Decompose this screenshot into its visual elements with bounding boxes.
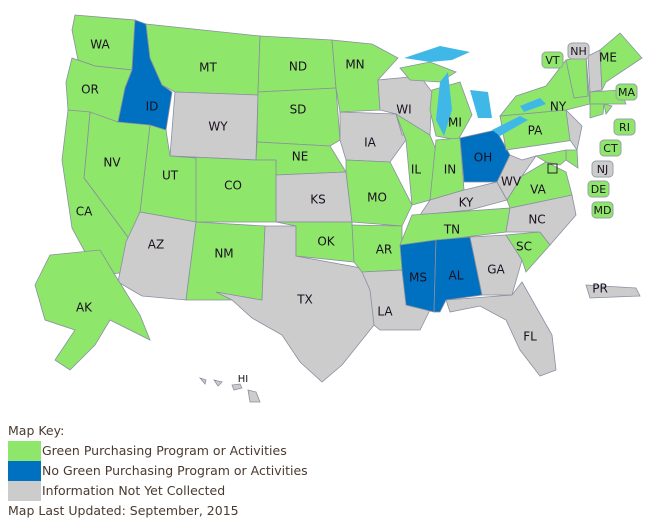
state-label: KY [459, 196, 474, 210]
map-legend: Map Key: Green Purchasing Program or Act… [8, 421, 308, 521]
state-fl[interactable] [445, 281, 557, 377]
state-tx[interactable] [215, 225, 375, 383]
state-box-md[interactable] [591, 201, 614, 219]
state-box-ct[interactable] [599, 139, 622, 157]
state-label: SD [290, 103, 307, 117]
state-ms[interactable] [399, 239, 437, 313]
lake-huron [470, 90, 492, 118]
state-me[interactable] [599, 32, 643, 92]
state-hi[interactable] [198, 377, 261, 403]
state-label: MD [594, 204, 612, 217]
state-label: MT [199, 61, 217, 75]
lake-ontario [520, 98, 546, 112]
state-label: NC [528, 213, 545, 227]
state-label: ND [289, 60, 307, 74]
state-label: MS [409, 271, 427, 285]
state-label: OH [474, 151, 492, 165]
state-ok[interactable] [275, 221, 355, 263]
state-label: KS [310, 193, 326, 207]
state-label: HI [238, 374, 248, 385]
state-sd[interactable] [256, 87, 341, 147]
last-updated: Map Last Updated: September, 2015 [8, 503, 239, 518]
state-ct[interactable] [589, 103, 605, 119]
legend-label: Information Not Yet Collected [42, 483, 226, 498]
state-label: MI [448, 116, 462, 130]
state-label: WV [501, 175, 522, 189]
lake-superior [404, 46, 470, 62]
state-label: OK [317, 235, 335, 249]
state-label: UT [162, 169, 179, 183]
legend-swatch-gray [8, 481, 41, 501]
state-box-ma[interactable] [615, 83, 638, 101]
state-box-nj[interactable] [591, 160, 614, 178]
state-label: PR [592, 282, 608, 296]
state-label: CO [224, 179, 242, 193]
state-label: WY [208, 120, 228, 134]
state-label: RI [619, 121, 630, 134]
legend-title: Map Key: [8, 423, 65, 438]
state-box-vt[interactable] [541, 51, 564, 69]
state-label: OR [81, 83, 99, 97]
state-label: IL [411, 163, 422, 177]
state-label: TX [296, 293, 313, 307]
state-box-ri[interactable] [613, 118, 636, 136]
lake-erie [492, 116, 528, 136]
state-label: NJ [597, 163, 608, 176]
state-label: DE [591, 183, 606, 196]
legend-item-green: Green Purchasing Program or Activities [8, 441, 308, 461]
state-label: SC [516, 240, 532, 254]
state-label: CT [603, 142, 618, 155]
state-label: WI [396, 103, 411, 117]
state-label: AR [376, 243, 393, 257]
state-label: NM [214, 247, 233, 261]
legend-item-gray: Information Not Yet Collected [8, 481, 308, 501]
state-label: AL [449, 269, 464, 283]
state-label: GA [487, 263, 505, 277]
state-label: ME [599, 51, 617, 65]
state-label: CA [76, 205, 93, 219]
state-label: WA [90, 38, 110, 52]
legend-swatch-blue [8, 461, 41, 481]
state-label: NH [570, 45, 587, 58]
state-label: IA [364, 136, 377, 150]
legend-item-blue: No Green Purchasing Program or Activitie… [8, 461, 308, 481]
state-label: MA [618, 86, 635, 99]
state-nm[interactable] [185, 221, 266, 301]
state-nj[interactable] [565, 108, 583, 151]
state-label: NV [103, 156, 121, 170]
dc-marker[interactable] [547, 163, 558, 174]
state-label: LA [377, 305, 393, 319]
us-state-map: WA OR ID MT WY ND SD NE KS CO UT NV CA AZ NM TX OK MN IA MO… [34, 14, 643, 403]
state-pr[interactable] [585, 284, 641, 299]
state-md[interactable] [534, 149, 567, 166]
legend-label: Green Purchasing Program or Activities [42, 443, 287, 458]
state-label: IN [444, 163, 457, 177]
legend-swatch-green [8, 441, 41, 461]
state-box-nh[interactable] [567, 42, 590, 60]
state-box-de[interactable] [587, 180, 610, 198]
state-label: MO [367, 191, 387, 205]
state-label: ID [146, 100, 159, 114]
state-label: AZ [148, 238, 164, 252]
state-label: PA [528, 124, 543, 138]
state-label: VA [530, 183, 546, 197]
state-mt[interactable] [145, 23, 261, 96]
lake-michigan [436, 72, 452, 136]
legend-label: No Green Purchasing Program or Activitie… [42, 463, 308, 478]
state-ak[interactable] [34, 249, 151, 371]
state-ri[interactable] [603, 103, 613, 115]
state-label: VT [545, 54, 560, 67]
state-label: TN [443, 223, 460, 237]
state-ga[interactable] [469, 234, 523, 296]
state-label: NY [550, 100, 567, 114]
state-label: FL [523, 330, 537, 344]
state-label: NE [292, 150, 309, 164]
state-sc[interactable] [505, 231, 551, 273]
state-de[interactable] [565, 149, 579, 169]
state-label: MN [345, 58, 364, 72]
state-label: AK [76, 301, 93, 315]
